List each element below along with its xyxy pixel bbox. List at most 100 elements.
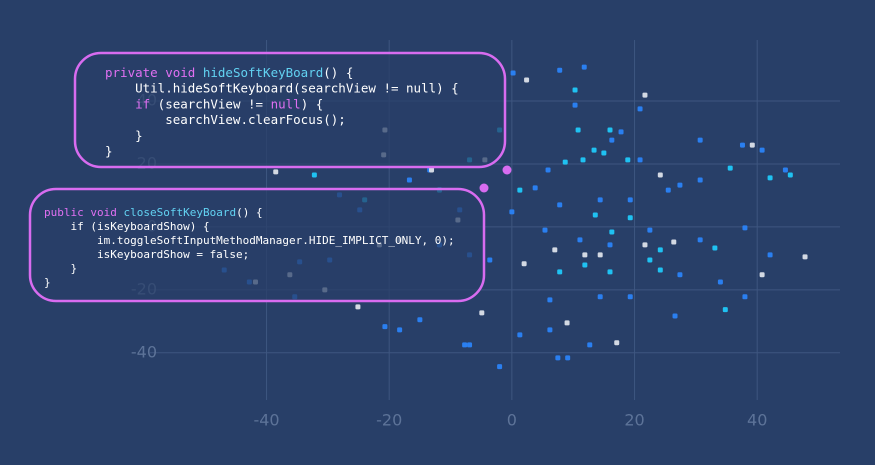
point xyxy=(597,252,603,258)
point xyxy=(355,304,361,310)
code-line: public void closeSoftKeyBoard() { xyxy=(44,206,263,219)
point xyxy=(637,157,643,163)
code-line: } xyxy=(44,276,51,289)
point xyxy=(565,355,571,361)
code-token: searchView.clearFocus(); xyxy=(105,112,346,127)
code-line: im.toggleSoftInputMethodManager.HIDE_IMP… xyxy=(44,234,455,247)
code-token: private void xyxy=(105,65,203,80)
code-token: public void xyxy=(44,206,123,219)
point xyxy=(627,215,633,221)
point xyxy=(759,272,765,278)
point xyxy=(647,257,653,263)
point xyxy=(609,229,615,235)
x-tick-label: -40 xyxy=(253,411,279,430)
point xyxy=(510,70,516,76)
point xyxy=(591,147,597,153)
x-tick-label: 0 xyxy=(507,411,517,430)
point xyxy=(521,261,527,267)
point xyxy=(429,167,435,173)
point xyxy=(677,182,683,188)
point xyxy=(467,342,473,348)
point xyxy=(671,239,677,245)
point xyxy=(273,169,279,175)
point xyxy=(802,254,808,260)
point xyxy=(712,245,718,251)
point xyxy=(739,142,745,148)
point xyxy=(647,227,653,233)
code-line: } xyxy=(44,262,77,275)
point xyxy=(542,227,548,233)
point xyxy=(397,327,403,333)
point xyxy=(311,172,317,178)
point xyxy=(625,157,631,163)
code-token: } xyxy=(44,276,51,289)
point xyxy=(592,212,598,218)
point xyxy=(532,185,538,191)
point xyxy=(657,172,663,178)
point xyxy=(382,324,388,330)
point xyxy=(497,364,503,370)
code-token: } xyxy=(105,143,113,158)
point xyxy=(672,313,678,319)
code-token: isKeyboardShow = false; xyxy=(44,248,249,261)
point xyxy=(717,279,723,285)
point xyxy=(557,67,563,73)
point xyxy=(575,127,581,133)
point xyxy=(552,247,558,253)
point xyxy=(557,202,563,208)
point xyxy=(787,172,793,178)
point xyxy=(607,242,613,248)
connector-dot xyxy=(479,183,489,193)
point xyxy=(597,197,603,203)
x-tick-label: 40 xyxy=(747,411,767,430)
point xyxy=(577,237,583,243)
point xyxy=(582,252,588,258)
code-token: Util.hideSoftKeyboard(searchView != null… xyxy=(105,80,459,95)
point xyxy=(524,77,530,83)
point xyxy=(697,237,703,243)
point xyxy=(582,262,588,268)
point xyxy=(562,159,568,165)
code-token: } xyxy=(44,262,77,275)
point xyxy=(555,355,561,361)
code-line: } xyxy=(105,143,113,158)
point xyxy=(517,332,523,338)
point xyxy=(657,247,663,253)
point xyxy=(580,157,586,163)
point xyxy=(727,165,733,171)
point xyxy=(614,340,620,346)
point xyxy=(462,342,468,348)
point xyxy=(406,177,412,183)
x-tick-label: -20 xyxy=(376,411,402,430)
point xyxy=(749,142,755,148)
point xyxy=(581,64,587,70)
code-line: isKeyboardShow = false; xyxy=(44,248,249,261)
code-line: searchView.clearFocus(); xyxy=(105,112,346,127)
point xyxy=(601,150,607,156)
code-token: () { xyxy=(323,65,353,80)
point xyxy=(618,129,624,135)
point xyxy=(607,127,613,133)
point xyxy=(742,294,748,300)
point xyxy=(487,257,493,263)
code-token: im.toggleSoftInputMethodManager.HIDE_IMP… xyxy=(44,234,455,247)
code-line: if (isKeyboardShow) { xyxy=(44,220,210,233)
code-token: if xyxy=(105,96,150,111)
point xyxy=(517,187,523,193)
point xyxy=(642,92,648,98)
point xyxy=(767,252,773,258)
code-token: if (isKeyboardShow) { xyxy=(44,220,210,233)
point xyxy=(642,242,648,248)
point xyxy=(557,269,563,275)
code-line: Util.hideSoftKeyboard(searchView != null… xyxy=(105,80,459,95)
code-overlays: private void hideSoftKeyBoard() { Util.h… xyxy=(28,51,512,303)
code-box xyxy=(73,51,507,169)
point xyxy=(547,327,553,333)
point xyxy=(722,307,728,313)
point xyxy=(417,317,423,323)
point xyxy=(509,209,515,215)
code-line: if (searchView != null) { xyxy=(105,96,323,111)
point xyxy=(665,187,671,193)
point xyxy=(597,294,603,300)
